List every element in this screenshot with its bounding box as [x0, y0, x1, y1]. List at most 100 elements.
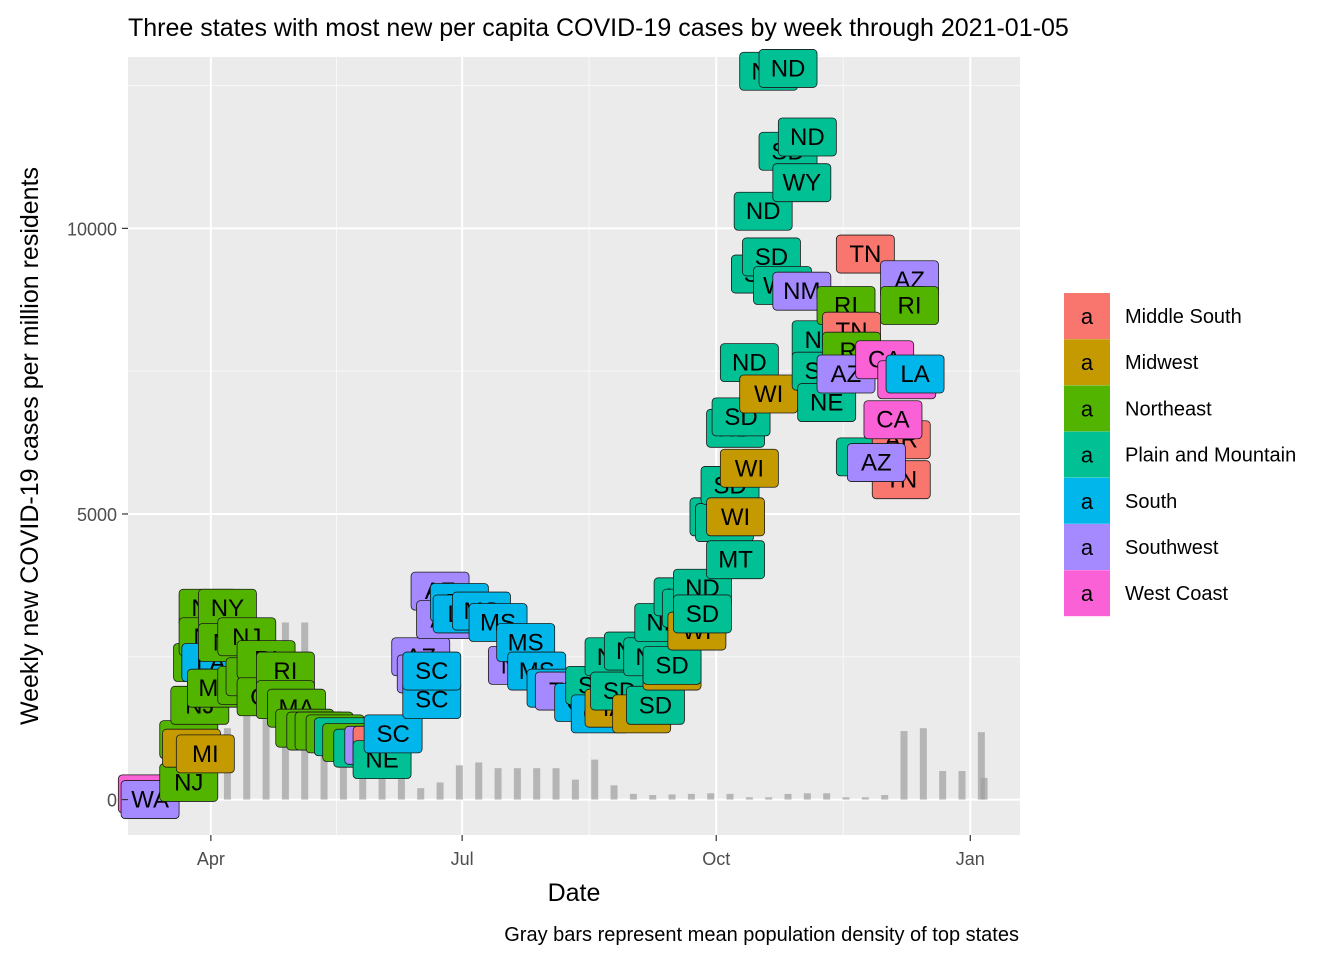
legend-label: Middle South: [1125, 306, 1242, 328]
state-label-point: SC: [402, 651, 462, 691]
x-tick-label: Oct: [702, 849, 730, 869]
state-label-text: SD: [639, 692, 672, 719]
legend-label: Midwest: [1125, 352, 1199, 374]
legend-item: a Middle South: [1064, 293, 1242, 339]
density-bar: [958, 771, 966, 800]
y-axis-title: Weekly new COVID-19 cases per million re…: [16, 167, 44, 725]
density-bar: [571, 779, 579, 800]
state-label-text: LA: [900, 361, 929, 388]
state-label-point: LA: [885, 354, 945, 394]
state-label-point: WI: [706, 497, 765, 537]
density-bar: [513, 768, 521, 800]
state-label-box: [758, 49, 818, 88]
state-label-point: SD: [642, 645, 702, 685]
state-label-point: WY: [772, 163, 832, 203]
density-bar: [784, 793, 792, 800]
state-label-text: WI: [721, 504, 750, 531]
y-tick-label: 0: [107, 791, 117, 811]
density-bar: [417, 788, 425, 800]
legend-label: Northeast: [1125, 398, 1212, 420]
state-label-box: [835, 234, 895, 274]
state-label-point: SD: [673, 594, 732, 634]
legend-label: Southwest: [1125, 537, 1219, 559]
state-label-point: ND: [758, 49, 818, 88]
density-bar: [823, 793, 831, 800]
density-bar: [475, 762, 483, 800]
density-bar: [262, 691, 270, 800]
state-label-point: ND: [719, 343, 779, 383]
state-label-box: [706, 497, 765, 537]
legend-label: South: [1125, 491, 1177, 513]
density-bar: [610, 785, 618, 800]
state-label-text: MT: [718, 547, 753, 574]
density-bar: [980, 777, 988, 800]
state-label-text: WI: [754, 381, 783, 408]
caption: Gray bars represent mean population dens…: [504, 924, 1019, 946]
state-label-point: AZ: [846, 443, 906, 482]
density-bar: [939, 771, 947, 800]
density-bar: [977, 732, 985, 800]
density-bar: [397, 759, 405, 800]
x-tick-label: Apr: [197, 849, 225, 869]
legend-key-glyph: a: [1081, 396, 1094, 421]
state-label-box: [673, 594, 732, 634]
density-bar: [552, 768, 560, 800]
state-label-point: SD: [626, 685, 685, 725]
density-bar: [765, 797, 773, 800]
state-label-text: SC: [415, 687, 448, 714]
state-label-text: NE: [810, 390, 843, 417]
state-label-text: ND: [746, 198, 781, 225]
legend-key: [1064, 570, 1110, 617]
state-label-text: AZ: [861, 450, 892, 477]
state-label-point: SC: [363, 714, 423, 754]
legend-key: [1064, 293, 1110, 339]
legend-key-glyph: a: [1081, 489, 1094, 514]
state-label-box: [846, 443, 906, 482]
density-bar: [842, 797, 850, 800]
legend-item: a Midwest: [1064, 339, 1199, 386]
state-labels: WAWANYNJMINJNJMINYNJLAMANYNJNJMARIRICTRI…: [117, 49, 945, 819]
chart-title: Three states with most new per capita CO…: [128, 14, 1069, 42]
legend-item: a Northeast: [1064, 385, 1212, 432]
state-label-text: ND: [790, 124, 825, 151]
x-axis-title: Date: [548, 879, 601, 907]
density-bar: [591, 759, 599, 800]
state-label-point: WI: [739, 374, 799, 414]
x-tick-label: Jul: [451, 849, 474, 869]
density-bar: [533, 768, 541, 800]
legend-item: a Plain and Mountain: [1064, 431, 1296, 478]
state-label-box: [777, 117, 837, 157]
state-label-box: [772, 163, 832, 203]
density-bar: [919, 728, 927, 800]
state-label-box: [175, 734, 235, 774]
legend-key: [1064, 385, 1110, 432]
legend: a Middle South a Midwest a Northeast a Plain an…: [1064, 293, 1296, 617]
state-label-point: WI: [719, 448, 779, 488]
legend-item: a Southwest: [1064, 524, 1219, 570]
state-label-point: MI: [175, 734, 235, 774]
density-bar: [436, 782, 444, 800]
state-label-box: [719, 448, 779, 488]
x-tick-label: Jan: [956, 849, 985, 869]
legend-item: a South: [1064, 477, 1177, 524]
density-bar: [687, 793, 695, 800]
state-label-text: ND: [771, 55, 806, 82]
state-label-text: NJ: [174, 769, 203, 796]
state-label-text: ND: [732, 350, 767, 377]
state-label-text: RI: [898, 292, 922, 319]
state-label-box: [402, 651, 462, 691]
state-label-text: WI: [735, 455, 764, 482]
density-bar: [881, 795, 889, 800]
legend-key-glyph: a: [1081, 581, 1094, 606]
state-label-box: [706, 540, 765, 580]
state-label-box: [880, 286, 939, 325]
legend-key: [1064, 477, 1110, 524]
density-bar: [649, 795, 657, 800]
legend-key: [1064, 339, 1110, 386]
density-bar: [861, 797, 869, 800]
legend-key-glyph: a: [1081, 304, 1094, 329]
density-bar: [243, 711, 251, 800]
state-label-text: CA: [876, 407, 909, 434]
state-label-point: RI: [880, 286, 939, 325]
state-label-text: SC: [376, 721, 409, 748]
